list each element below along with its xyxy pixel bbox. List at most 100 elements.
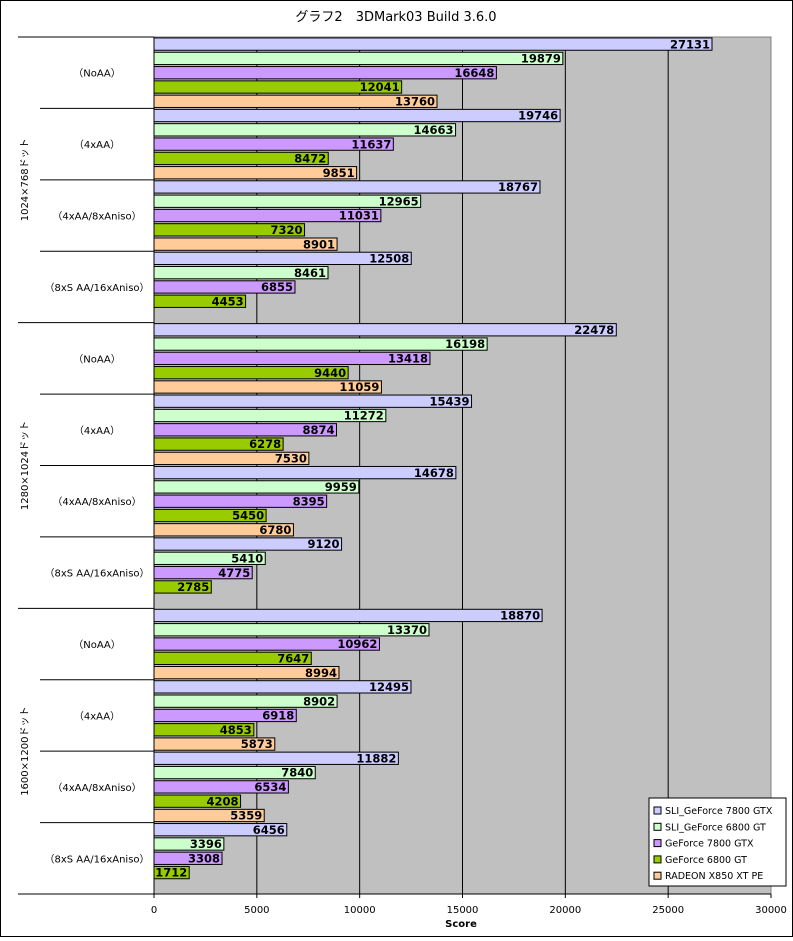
bar-value-label: 8472 xyxy=(294,152,326,166)
legend-label: RADEON X850 XT PE xyxy=(665,871,763,882)
legend-label: SLI_GeForce 7800 GTX xyxy=(665,806,773,817)
bar xyxy=(153,180,541,194)
x-tick-label: 30000 xyxy=(755,905,787,916)
bar-value-label: 14678 xyxy=(414,466,454,480)
bar-value-label: 13370 xyxy=(387,623,427,637)
bar xyxy=(153,451,310,466)
x-tick-label: 25000 xyxy=(652,905,684,916)
bar-value-label: 9120 xyxy=(308,537,340,551)
x-tick-label: 15000 xyxy=(447,905,479,916)
bar-value-label: 14663 xyxy=(414,123,454,137)
chart-title: グラフ2 3DMark03 Build 3.6.0 xyxy=(295,10,496,25)
bar xyxy=(153,580,212,594)
bar xyxy=(153,437,284,451)
bar xyxy=(153,551,266,565)
bar xyxy=(153,623,430,637)
bar xyxy=(153,394,473,408)
bar-value-label: 12041 xyxy=(360,80,400,94)
legend: SLI_GeForce 7800 GTX SLI_GeForce 6800 GT G… xyxy=(648,797,787,887)
bar xyxy=(153,694,338,708)
bar-value-label: 11059 xyxy=(339,380,379,394)
bar xyxy=(153,708,297,723)
bar xyxy=(153,194,422,208)
bar-value-label: 18870 xyxy=(500,609,540,623)
bar xyxy=(153,494,328,508)
bar xyxy=(153,565,253,580)
bar xyxy=(153,94,438,108)
category-label: （4xAA/8xAniso） xyxy=(52,211,141,223)
bar-value-label: 6918 xyxy=(262,709,294,723)
bar-value-label: 22478 xyxy=(574,323,614,337)
bar xyxy=(153,665,340,680)
group-label: 1280×1024ドット xyxy=(20,421,31,510)
bar-value-label: 8395 xyxy=(293,494,325,508)
bar xyxy=(153,251,412,266)
x-tick-label: 0 xyxy=(151,905,157,916)
x-tick-label: 5000 xyxy=(244,905,269,916)
bar-value-label: 16648 xyxy=(454,66,494,80)
bar-value-label: 19746 xyxy=(518,109,558,123)
bar xyxy=(153,851,223,865)
bar-value-label: 11882 xyxy=(356,751,396,765)
bar-value-label: 19879 xyxy=(521,52,561,66)
bar xyxy=(153,294,247,308)
bar xyxy=(153,137,394,151)
x-tick-label: 10000 xyxy=(344,905,376,916)
bar-value-label: 4853 xyxy=(220,723,252,737)
bar-value-label: 7840 xyxy=(281,766,313,780)
bar-value-label: 13418 xyxy=(388,352,428,366)
bar xyxy=(153,266,329,280)
bar xyxy=(153,480,360,494)
bar-value-label: 5410 xyxy=(231,551,263,565)
bar-value-label: 9959 xyxy=(325,480,357,494)
category-label: （4xAA/8xAniso） xyxy=(52,496,141,508)
bar-value-label: 8994 xyxy=(305,666,337,680)
bar xyxy=(153,37,713,51)
bar-value-label: 6534 xyxy=(254,780,286,794)
bar xyxy=(153,808,265,823)
bar-value-label: 5450 xyxy=(232,509,264,523)
bar-value-label: 1712 xyxy=(155,866,187,880)
bar xyxy=(153,837,225,851)
category-label: （NoAA） xyxy=(73,639,121,651)
bar-value-label: 6278 xyxy=(249,437,281,451)
bar xyxy=(153,680,412,694)
bar xyxy=(153,465,457,480)
bar xyxy=(153,794,242,808)
bar-value-label: 27131 xyxy=(670,37,710,51)
category-label: （4xAA/8xAniso） xyxy=(52,782,141,794)
bar-value-label: 7647 xyxy=(277,651,309,665)
bar xyxy=(153,737,276,751)
bar-value-label: 6456 xyxy=(253,823,285,837)
bar-value-label: 3308 xyxy=(188,851,220,865)
category-label: （NoAA） xyxy=(73,68,121,80)
group-label: 1024×768ドット xyxy=(20,138,31,221)
bar xyxy=(153,166,358,180)
bar-value-label: 9440 xyxy=(314,366,346,380)
bar xyxy=(153,423,338,437)
category-label: （8xS AA/16xAniso） xyxy=(44,568,149,580)
legend-box xyxy=(648,797,787,887)
bar-value-label: 4208 xyxy=(207,794,239,808)
x-axis-label: Score xyxy=(445,919,477,930)
bar-value-label: 13760 xyxy=(395,94,435,108)
bar-value-label: 16198 xyxy=(445,337,485,351)
bar xyxy=(153,108,561,123)
category-label: （8xS AA/16xAniso） xyxy=(44,853,149,865)
legend-label: GeForce 6800 GT xyxy=(665,855,747,866)
bar-value-label: 8902 xyxy=(303,694,335,708)
bar-value-label: 11031 xyxy=(339,209,379,223)
bar xyxy=(153,351,431,366)
bar xyxy=(153,823,288,837)
bar xyxy=(153,523,294,537)
category-label: （NoAA） xyxy=(73,353,121,365)
bar xyxy=(153,323,617,337)
bar-value-label: 7530 xyxy=(275,452,307,466)
bar-value-label: 12508 xyxy=(369,252,409,266)
bar xyxy=(153,608,543,623)
bar-value-label: 11637 xyxy=(351,137,391,151)
bar-value-label: 8461 xyxy=(294,266,326,280)
bar xyxy=(153,223,306,237)
bar xyxy=(153,280,296,294)
